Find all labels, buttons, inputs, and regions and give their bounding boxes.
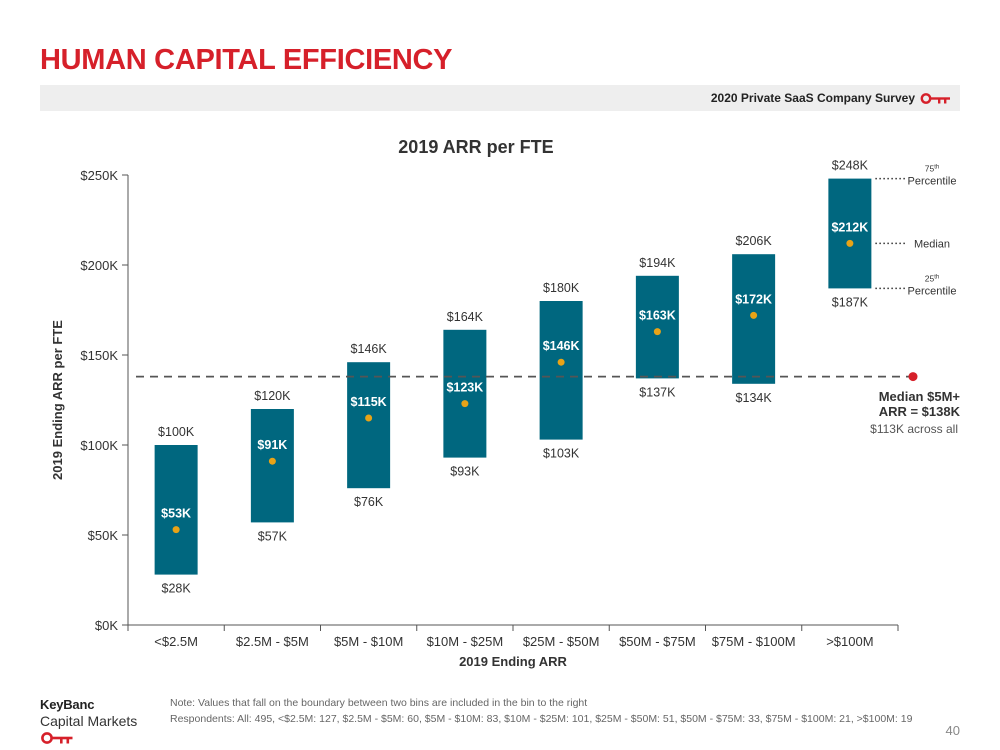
median-label: $91K [257,438,287,452]
legend-25-word: Percentile [908,285,957,297]
median-label: $53K [161,507,191,521]
p75-label: $194K [639,256,676,270]
median-label: $146K [543,339,580,353]
p25-label: $103K [543,447,580,461]
median-label: $123K [446,381,483,395]
y-tick-label: $100K [80,438,118,453]
survey-label: 2020 Private SaaS Company Survey [710,91,915,105]
range-bar [154,445,198,575]
median-dot [461,400,469,408]
range-bar [828,178,872,289]
x-axis: <$2.5M $2.5M - $5M $5M - $10M $10M - $25M $2… [127,624,899,649]
logo-subtitle: Capital Markets [40,713,138,729]
header-band: 2020 Private SaaS Company Survey [40,85,960,111]
p75-label: $100K [158,425,195,439]
p25-label: $28K [162,582,192,596]
x-axis-label: 2019 Ending ARR [459,654,567,669]
reference-line-group: Median $5M+ARR = $138K $113K across all [136,372,961,436]
x-tick-label: $75M - $100M [712,634,796,649]
keybanc-logo: KeyBanc Capital Markets [40,697,137,749]
x-tick-label: <$2.5M [154,634,198,649]
x-tick-label: $25M - $50M [523,634,600,649]
range-bar [250,409,294,523]
median-label: $115K [351,395,387,409]
range-bar [347,362,391,489]
median-dot [268,457,276,465]
y-axis-label: 2019 Ending ARR per FTE [50,320,65,480]
page-title: HUMAN CAPITAL EFFICIENCY [40,44,453,76]
page-number: 40 [945,723,960,738]
footnote: Note: Values that fall on the boundary b… [170,697,588,709]
legend-75-word: Percentile [908,176,957,188]
p25-label: $93K [450,465,480,479]
legend-75-number: 75th [925,164,939,174]
median-dot [172,526,180,534]
p25-label: $134K [736,391,773,405]
median-dot [365,414,373,422]
x-tick-label: >$100M [826,634,873,649]
median-label: $163K [639,309,676,323]
p75-label: $248K [832,159,869,173]
logo-name: KeyBanc [40,697,95,712]
reference-label-line1: Median $5M+ [879,389,961,404]
reference-dot [908,372,918,382]
legend-75-suffix: th [934,165,939,171]
median-dot [846,239,854,247]
median-dot [653,328,661,336]
x-tick-label: $2.5M - $5M [236,634,309,649]
y-tick-label: $200K [80,258,118,273]
median-dot [557,358,565,366]
key-logo-icon [41,732,73,744]
p75-label: $180K [543,281,580,295]
respondents-note: Respondents: All: 495, <$2.5M: 127, $2.5… [170,713,913,725]
p75-label: $206K [736,234,773,248]
x-tick-label: $5M - $10M [334,634,403,649]
range-bar [539,301,583,440]
y-axis: $0K $50K $100K $150K $200K $250K [80,168,129,633]
p25-label: $57K [258,529,288,543]
range-bar [635,275,679,379]
reference-sublabel: $113K across all [870,422,958,436]
percentile-legend: 75th Percentile Median 25th Percentile [875,164,957,297]
legend-median: Median [914,238,950,250]
median-label: $212K [831,220,868,234]
median-dot [750,311,758,319]
p25-label: $187K [832,295,869,309]
range-bar [443,329,487,458]
legend-25-number: 25th [925,273,939,283]
p25-label: $137K [639,385,676,399]
bars-group: $53K $100K $28K $91K $120K $57K $115K $146K $76K… [154,159,872,596]
p75-label: $164K [447,310,484,324]
x-tick-label: $50M - $75M [619,634,696,649]
key-logo-icon [920,93,950,104]
arr-per-fte-chart: 2019 ARR per FTE 2019 Ending ARR per FTE… [50,137,961,669]
range-bar [732,254,776,384]
p75-label: $146K [351,342,388,356]
legend-25-suffix: th [934,274,939,280]
p25-label: $76K [354,495,384,509]
reference-label-line2: ARR = $138K [879,404,961,419]
p75-label: $120K [254,389,291,403]
y-tick-label: $0K [95,618,118,633]
y-tick-label: $250K [80,168,118,183]
y-tick-label: $50K [88,528,119,543]
median-label: $172K [735,292,772,306]
y-tick-label: $150K [80,348,118,363]
x-tick-label: $10M - $25M [427,634,504,649]
chart-title: 2019 ARR per FTE [398,137,553,157]
